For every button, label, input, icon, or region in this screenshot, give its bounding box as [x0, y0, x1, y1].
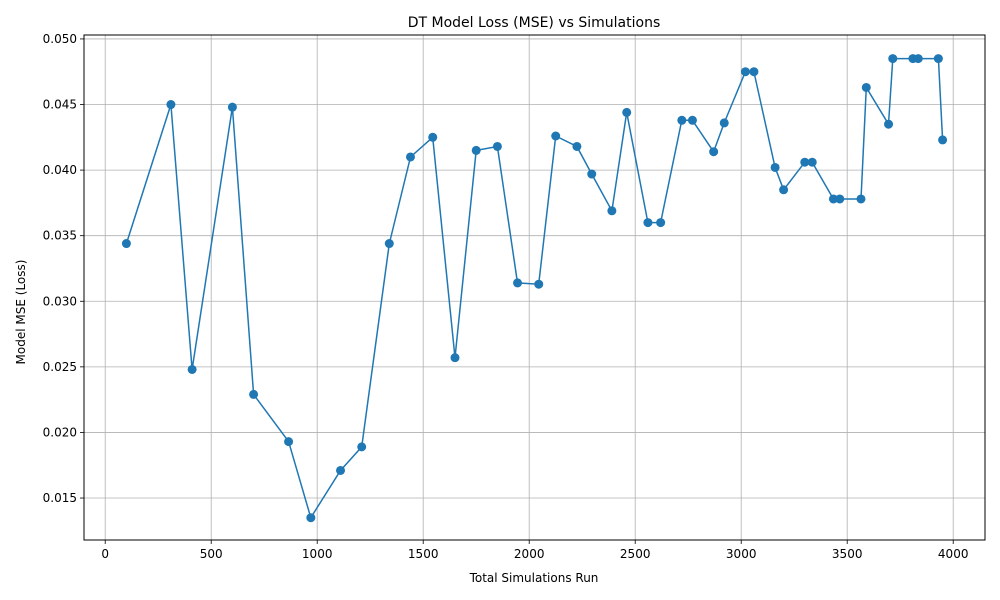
- data-point: [835, 194, 845, 204]
- y-tick-label: 0.025: [43, 360, 77, 374]
- x-tick-label: 500: [200, 547, 223, 561]
- data-point: [284, 437, 294, 447]
- data-point: [534, 279, 544, 289]
- y-tick-label: 0.045: [43, 98, 77, 112]
- data-point: [709, 147, 719, 157]
- x-tick-label: 3500: [832, 547, 863, 561]
- data-point: [513, 278, 523, 288]
- data-point: [166, 100, 176, 110]
- data-point: [405, 152, 415, 162]
- data-point: [428, 132, 438, 142]
- data-point: [450, 353, 460, 363]
- y-axis-ticks: 0.015 0.020 0.025 0.030 0.035 0.040 0.045 0.050: [43, 32, 84, 505]
- data-point: [938, 135, 948, 145]
- x-axis-label: Total Simulations Run: [469, 571, 599, 585]
- data-point: [227, 102, 237, 112]
- data-point: [121, 239, 131, 249]
- data-point: [306, 513, 316, 523]
- y-tick-label: 0.015: [43, 491, 77, 505]
- x-tick-label: 1500: [408, 547, 439, 561]
- data-point: [719, 118, 729, 128]
- data-point: [800, 157, 810, 167]
- data-point: [888, 54, 898, 64]
- data-point: [249, 389, 259, 399]
- x-tick-label: 0: [101, 547, 109, 561]
- data-point: [677, 115, 687, 125]
- series-points-group: [121, 54, 948, 523]
- data-point: [861, 82, 871, 92]
- y-tick-label: 0.030: [43, 294, 77, 308]
- data-point: [622, 107, 632, 117]
- data-point: [856, 194, 866, 204]
- data-point: [492, 141, 502, 151]
- data-point: [687, 115, 697, 125]
- data-point: [551, 131, 561, 141]
- data-point: [884, 119, 894, 129]
- y-tick-label: 0.050: [43, 32, 77, 46]
- data-point: [572, 141, 582, 151]
- data-point: [587, 169, 597, 179]
- data-point: [643, 218, 653, 228]
- x-axis-ticks: 0 500 1000 1500 2000 2500 3000 3500 4000: [101, 540, 968, 561]
- data-point: [770, 162, 780, 172]
- data-point: [471, 145, 481, 155]
- grid: [84, 35, 985, 540]
- data-point: [187, 364, 197, 374]
- data-point: [749, 67, 759, 77]
- x-tick-label: 3000: [726, 547, 757, 561]
- x-tick-label: 2000: [514, 547, 545, 561]
- data-point: [913, 54, 923, 64]
- chart-title: DT Model Loss (MSE) vs Simulations: [408, 15, 661, 31]
- x-tick-label: 4000: [938, 547, 969, 561]
- x-tick-label: 2500: [620, 547, 651, 561]
- data-point: [740, 67, 750, 77]
- data-point: [807, 157, 817, 167]
- y-axis-label: Model MSE (Loss): [14, 260, 28, 365]
- data-point: [357, 442, 367, 452]
- data-point: [384, 239, 394, 249]
- data-point: [656, 218, 666, 228]
- x-tick-label: 1000: [302, 547, 333, 561]
- plot-frame: [83, 34, 986, 541]
- data-point: [607, 206, 617, 216]
- data-point: [336, 465, 346, 475]
- y-tick-label: 0.035: [43, 229, 77, 243]
- data-point: [933, 54, 943, 64]
- data-point: [828, 194, 838, 204]
- data-point: [779, 185, 789, 195]
- y-tick-label: 0.020: [43, 425, 77, 439]
- y-tick-label: 0.040: [43, 163, 77, 177]
